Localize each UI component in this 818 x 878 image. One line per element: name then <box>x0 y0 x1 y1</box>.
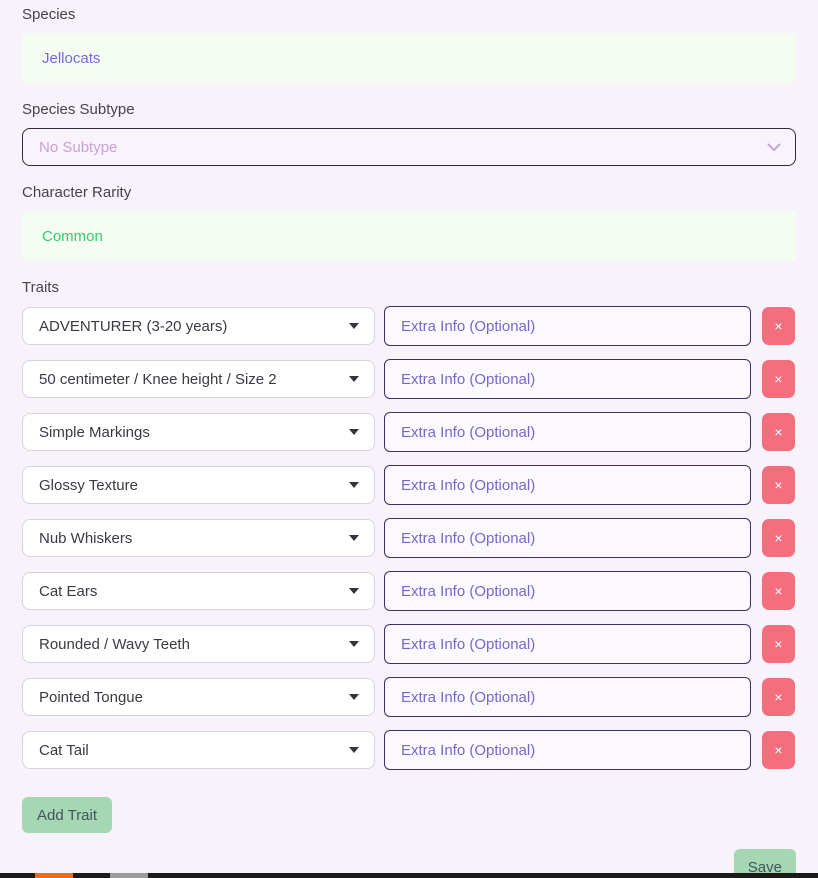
species-subtype-label: Species Subtype <box>22 101 135 118</box>
close-icon: × <box>774 689 783 705</box>
caret-down-icon <box>349 429 359 435</box>
trait-row: Nub Whiskers × <box>22 518 796 558</box>
remove-trait-button[interactable]: × <box>762 519 795 557</box>
close-icon: × <box>774 371 783 387</box>
trait-extra-info-input[interactable] <box>384 306 751 346</box>
caret-down-icon <box>349 376 359 382</box>
trait-select[interactable]: Cat Ears <box>22 572 375 610</box>
trait-extra-info-input[interactable] <box>384 677 751 717</box>
close-icon: × <box>774 530 783 546</box>
trait-row: Pointed Tongue × <box>22 677 796 717</box>
rarity-value: Common <box>42 227 103 245</box>
trait-select[interactable]: Rounded / Wavy Teeth <box>22 625 375 663</box>
trait-select-value: Glossy Texture <box>39 476 138 494</box>
caret-down-icon <box>349 747 359 753</box>
caret-down-icon <box>349 641 359 647</box>
caret-down-icon <box>349 694 359 700</box>
add-trait-button[interactable]: Add Trait <box>22 797 113 833</box>
trait-select[interactable]: Nub Whiskers <box>22 519 375 557</box>
trait-row: ADVENTURER (3-20 years) × <box>22 306 796 346</box>
trait-extra-info-input[interactable] <box>384 465 751 505</box>
close-icon: × <box>774 636 783 652</box>
taskbar-edge <box>0 873 818 878</box>
trait-select[interactable]: Pointed Tongue <box>22 678 375 716</box>
remove-trait-button[interactable]: × <box>762 572 795 610</box>
remove-trait-button[interactable]: × <box>762 678 795 716</box>
taskbar-icon-gray[interactable] <box>110 873 148 878</box>
remove-trait-button[interactable]: × <box>762 360 795 398</box>
trait-row: Cat Tail × <box>22 730 796 770</box>
remove-trait-button[interactable]: × <box>762 466 795 504</box>
remove-trait-button[interactable]: × <box>762 413 795 451</box>
trait-extra-info-input[interactable] <box>384 412 751 452</box>
trait-select-value: Cat Ears <box>39 582 98 600</box>
close-icon: × <box>774 318 783 334</box>
trait-select[interactable]: Cat Tail <box>22 731 375 769</box>
trait-extra-info-input[interactable] <box>384 571 751 611</box>
caret-down-icon <box>349 323 359 329</box>
trait-extra-info-input[interactable] <box>384 359 751 399</box>
remove-trait-button[interactable]: × <box>762 307 795 345</box>
chevron-down-icon <box>767 143 781 152</box>
close-icon: × <box>774 477 783 493</box>
trait-row: Simple Markings × <box>22 412 796 452</box>
trait-select[interactable]: Simple Markings <box>22 413 375 451</box>
trait-select[interactable]: ADVENTURER (3-20 years) <box>22 307 375 345</box>
close-icon: × <box>774 583 783 599</box>
remove-trait-button[interactable]: × <box>762 625 795 663</box>
trait-row: Cat Ears × <box>22 571 796 611</box>
trait-row: 50 centimeter / Knee height / Size 2 × <box>22 359 796 399</box>
trait-select-value: Rounded / Wavy Teeth <box>39 635 190 653</box>
trait-select-value: Nub Whiskers <box>39 529 133 547</box>
trait-extra-info-input[interactable] <box>384 730 751 770</box>
trait-extra-info-input[interactable] <box>384 624 751 664</box>
species-subtype-select[interactable]: No Subtype <box>22 128 796 166</box>
caret-down-icon <box>349 482 359 488</box>
trait-select[interactable]: Glossy Texture <box>22 466 375 504</box>
caret-down-icon <box>349 588 359 594</box>
subtype-selected-value: No Subtype <box>39 138 118 156</box>
trait-row: Glossy Texture × <box>22 465 796 505</box>
rarity-value-box: Common <box>22 211 796 261</box>
trait-extra-info-input[interactable] <box>384 518 751 558</box>
taskbar-icon-orange[interactable] <box>35 873 73 878</box>
trait-select-value: 50 centimeter / Knee height / Size 2 <box>39 370 277 388</box>
trait-select-value: Cat Tail <box>39 741 89 759</box>
species-label: Species <box>22 6 76 23</box>
remove-trait-button[interactable]: × <box>762 731 795 769</box>
trait-select-value: Pointed Tongue <box>39 688 143 706</box>
character-rarity-label: Character Rarity <box>22 184 132 201</box>
trait-select-value: Simple Markings <box>39 423 150 441</box>
trait-select[interactable]: 50 centimeter / Knee height / Size 2 <box>22 360 375 398</box>
trait-row: Rounded / Wavy Teeth × <box>22 624 796 664</box>
traits-label: Traits <box>22 279 59 296</box>
species-value-link[interactable]: Jellocats <box>42 49 101 67</box>
species-value-box: Jellocats <box>22 33 796 83</box>
trait-select-value: ADVENTURER (3-20 years) <box>39 317 228 335</box>
caret-down-icon <box>349 535 359 541</box>
close-icon: × <box>774 424 783 440</box>
close-icon: × <box>774 742 783 758</box>
